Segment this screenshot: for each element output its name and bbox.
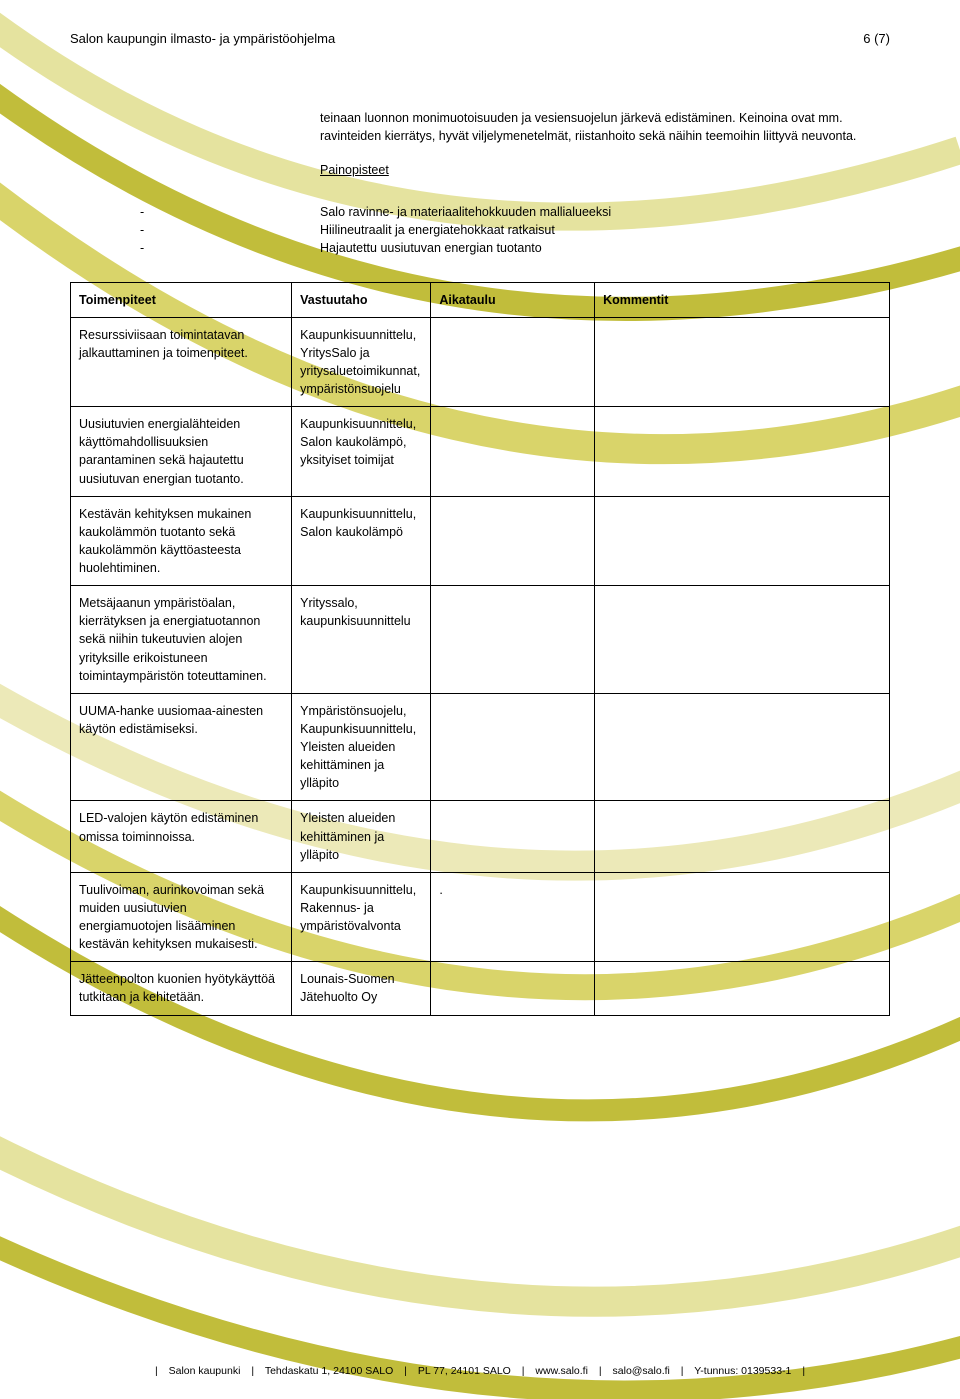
footer-item: PL 77, 24101 SALO: [418, 1365, 511, 1377]
cell-vastuutaho: Lounais-Suomen Jätehuolto Oy: [292, 962, 431, 1015]
dash-marker: -: [140, 221, 178, 239]
cell-vastuutaho: Kaupunkisuunnittelu, Salon kaukolämpö: [292, 496, 431, 586]
cell-toimenpiteet: Tuulivoiman, aurinkovoiman sekä muiden u…: [71, 872, 292, 962]
table-row: Jätteenpolton kuonien hyötykäyttöä tutki…: [71, 962, 890, 1015]
cell-vastuutaho: Ympäristönsuojelu, Kaupunkisuunnittelu, …: [292, 693, 431, 801]
page-footer: | Salon kaupunki | Tehdaskatu 1, 24100 S…: [0, 1364, 960, 1379]
cell-aikataulu: [431, 693, 595, 801]
footer-item: Y-tunnus: 0139533-1: [694, 1365, 791, 1377]
cell-toimenpiteet: Uusiutuvien energialähteiden käyttömahdo…: [71, 407, 292, 497]
cell-kommentit: [595, 317, 890, 407]
footer-item: www.salo.fi: [535, 1365, 588, 1377]
col-aikataulu: Aikataulu: [431, 282, 595, 317]
dash-marker: -: [140, 203, 178, 221]
table-row: Tuulivoiman, aurinkovoiman sekä muiden u…: [71, 872, 890, 962]
table-row: UUMA-hanke uusiomaa-ainesten käytön edis…: [71, 693, 890, 801]
footer-item: Tehdaskatu 1, 24100 SALO: [265, 1365, 393, 1377]
col-toimenpiteet: Toimenpiteet: [71, 282, 292, 317]
bullet-item: - Hajautettu uusiutuvan energian tuotant…: [140, 239, 860, 257]
cell-kommentit: [595, 407, 890, 497]
dash-marker: -: [140, 239, 178, 257]
bullet-text: Hajautettu uusiutuvan energian tuotanto: [320, 239, 860, 257]
cell-aikataulu: [431, 496, 595, 586]
cell-aikataulu: [431, 962, 595, 1015]
table-row: Kestävän kehityksen mukainen kaukolämmön…: [71, 496, 890, 586]
table-row: Uusiutuvien energialähteiden käyttömahdo…: [71, 407, 890, 497]
cell-kommentit: [595, 872, 890, 962]
table-header-row: Toimenpiteet Vastuutaho Aikataulu Kommen…: [71, 282, 890, 317]
table-row: Metsäjaanun ympäristöalan, kierrätyksen …: [71, 586, 890, 694]
cell-kommentit: [595, 962, 890, 1015]
col-vastuutaho: Vastuutaho: [292, 282, 431, 317]
page-number: 6 (7): [863, 30, 890, 49]
cell-aikataulu: .: [431, 872, 595, 962]
footer-item: salo@salo.fi: [613, 1365, 670, 1377]
cell-kommentit: [595, 693, 890, 801]
cell-aikataulu: [431, 586, 595, 694]
cell-vastuutaho: Kaupunkisuunnittelu, Rakennus- ja ympäri…: [292, 872, 431, 962]
bullet-text: Salo ravinne- ja materiaalitehokkuuden m…: [320, 203, 860, 221]
cell-toimenpiteet: UUMA-hanke uusiomaa-ainesten käytön edis…: [71, 693, 292, 801]
bullet-item: - Hiilineutraalit ja energiatehokkaat ra…: [140, 221, 860, 239]
cell-kommentit: [595, 586, 890, 694]
cell-toimenpiteet: LED-valojen käytön edistäminen omissa to…: [71, 801, 292, 872]
cell-vastuutaho: Kaupunkisuunnittelu, YritysSalo ja yrity…: [292, 317, 431, 407]
document-title: Salon kaupungin ilmasto- ja ympäristöohj…: [70, 30, 335, 49]
cell-aikataulu: [431, 801, 595, 872]
cell-vastuutaho: Yrityssalo, kaupunkisuunnittelu: [292, 586, 431, 694]
actions-table: Toimenpiteet Vastuutaho Aikataulu Kommen…: [70, 282, 890, 1016]
cell-toimenpiteet: Kestävän kehityksen mukainen kaukolämmön…: [71, 496, 292, 586]
intro-paragraph: teinaan luonnon monimuotoisuuden ja vesi…: [320, 109, 860, 145]
bullet-text: Hiilineutraalit ja energiatehokkaat ratk…: [320, 221, 860, 239]
cell-vastuutaho: Kaupunkisuunnittelu, Salon kaukolämpö, y…: [292, 407, 431, 497]
cell-toimenpiteet: Resurssiviisaan toimintatavan jalkauttam…: [71, 317, 292, 407]
cell-kommentit: [595, 496, 890, 586]
table-row: LED-valojen käytön edistäminen omissa to…: [71, 801, 890, 872]
cell-toimenpiteet: Metsäjaanun ympäristöalan, kierrätyksen …: [71, 586, 292, 694]
footer-item: Salon kaupunki: [169, 1365, 241, 1377]
col-kommentit: Kommentit: [595, 282, 890, 317]
cell-aikataulu: [431, 407, 595, 497]
cell-vastuutaho: Yleisten alueiden kehittäminen ja ylläpi…: [292, 801, 431, 872]
cell-toimenpiteet: Jätteenpolton kuonien hyötykäyttöä tutki…: [71, 962, 292, 1015]
painopisteet-heading: Painopisteet: [320, 161, 860, 179]
cell-kommentit: [595, 801, 890, 872]
cell-aikataulu: [431, 317, 595, 407]
bullet-item: - Salo ravinne- ja materiaalitehokkuuden…: [140, 203, 860, 221]
table-row: Resurssiviisaan toimintatavan jalkauttam…: [71, 317, 890, 407]
